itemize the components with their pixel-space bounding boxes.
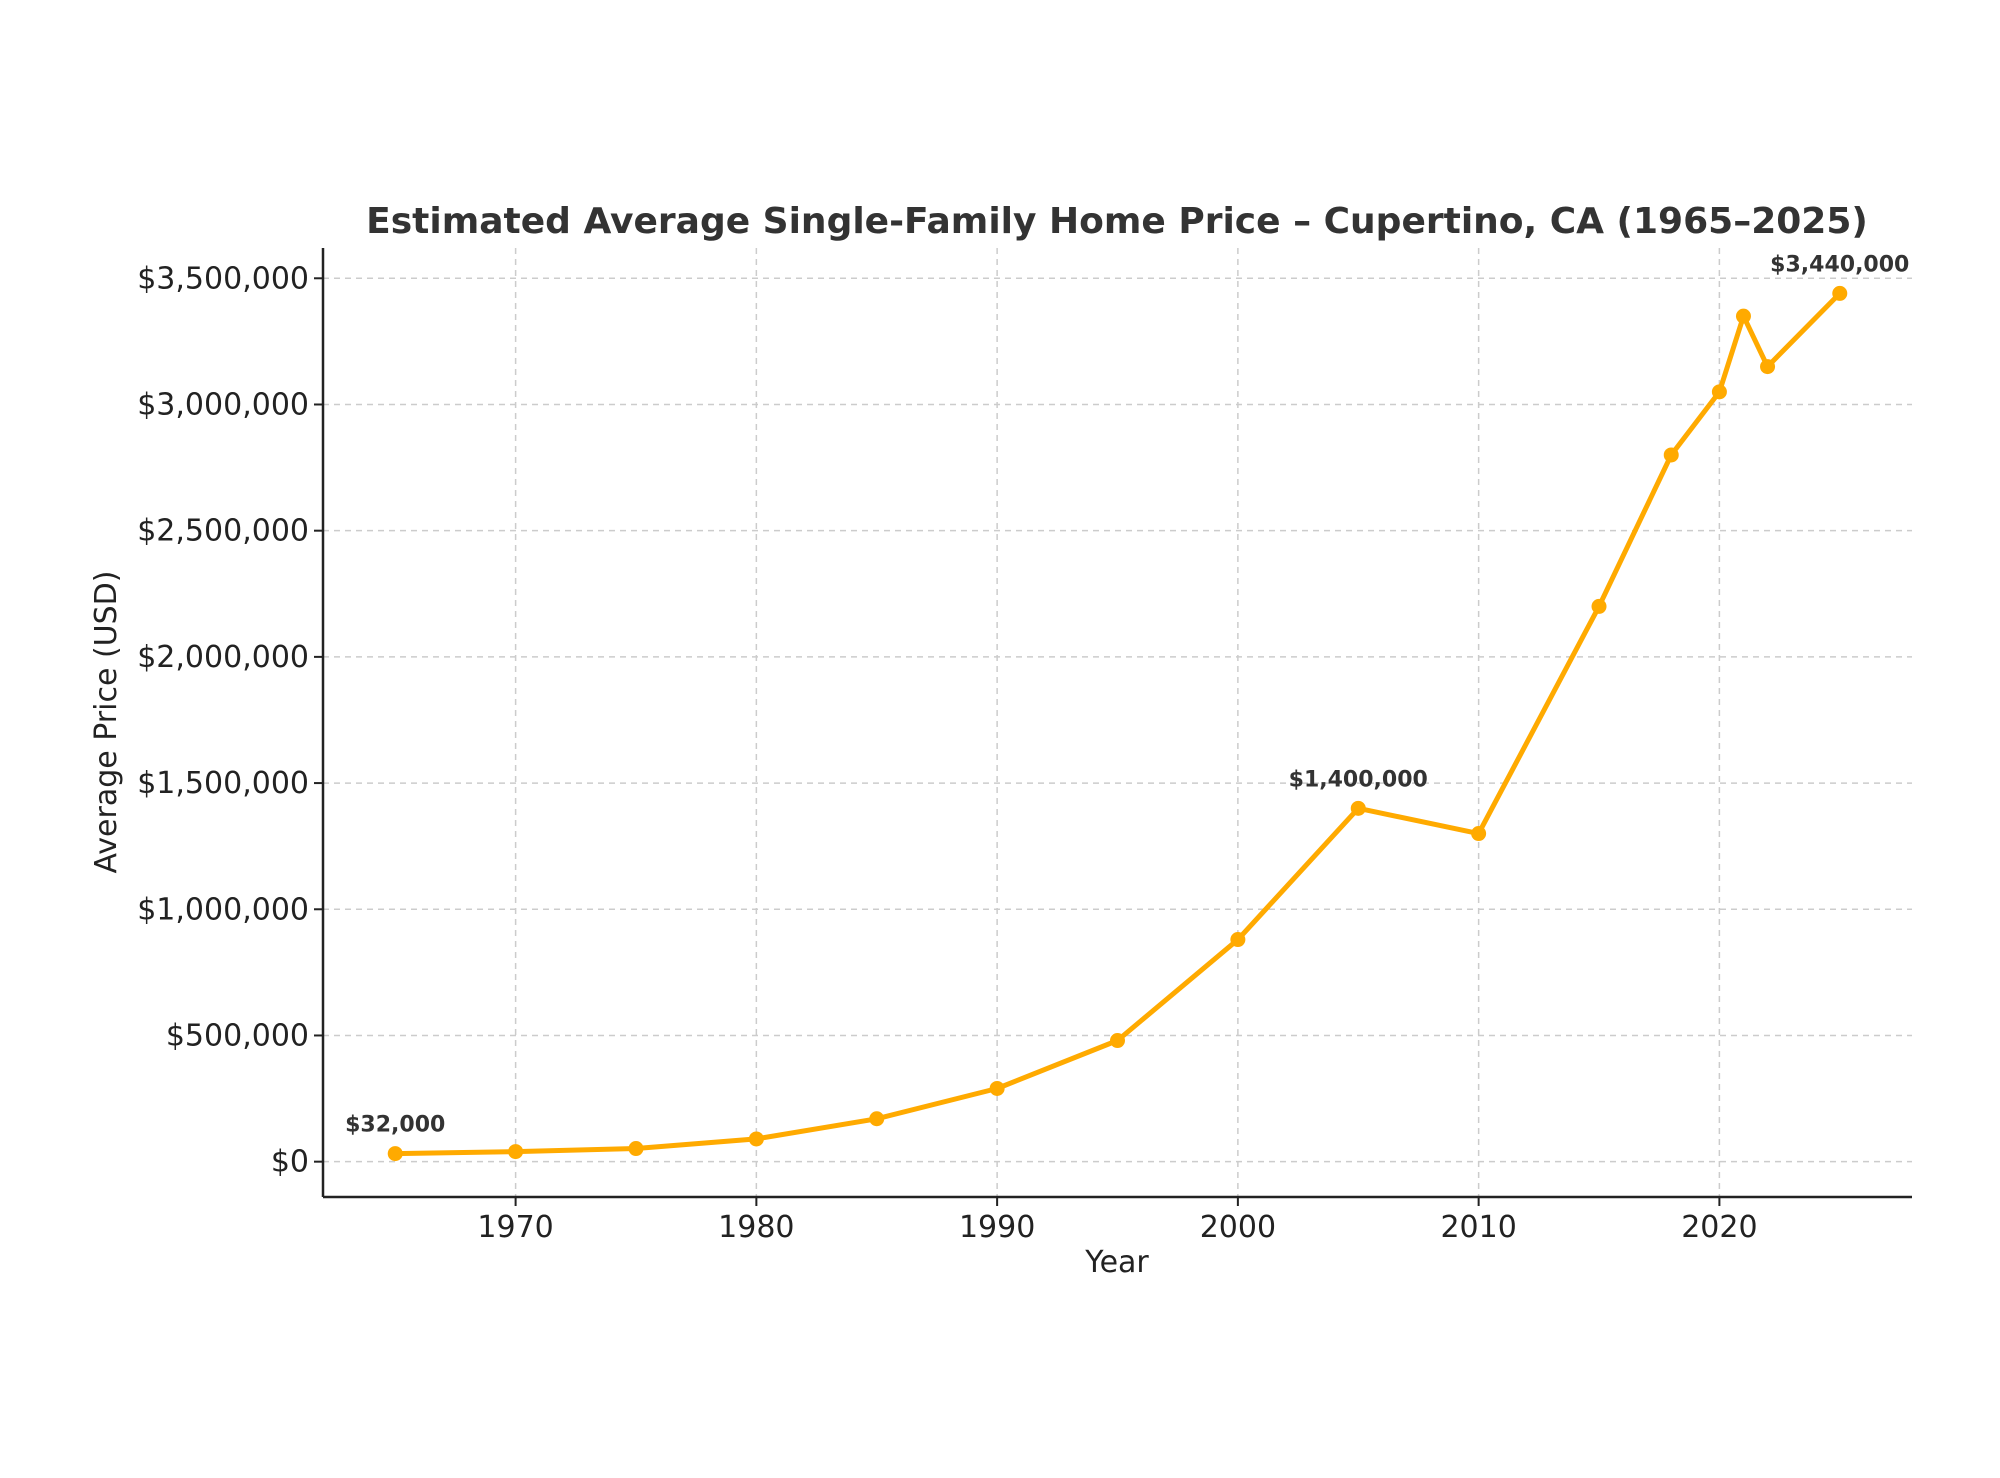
- data-point: [1760, 359, 1776, 375]
- ticks-layer: 1970 1980 1990 2000 2010 2020 $0 $500,000 $1,000…: [137, 261, 1757, 1245]
- x-tick-label: 2000: [1200, 1210, 1276, 1245]
- x-tick-label: 1970: [477, 1210, 553, 1245]
- y-tick-label: $1,500,000: [137, 766, 309, 801]
- chart-title: Estimated Average Single-Family Home Pri…: [366, 201, 1868, 242]
- series-line: [395, 291, 1842, 1157]
- data-point: [1591, 598, 1607, 614]
- y-tick-label: $500,000: [166, 1018, 309, 1053]
- data-label: $32,000: [345, 1113, 445, 1138]
- series-layer: [387, 285, 1848, 1162]
- data-point: [989, 1080, 1005, 1096]
- data-point: [1711, 384, 1727, 400]
- data-point: [1735, 308, 1751, 324]
- data-point: [1832, 285, 1848, 301]
- data-point: [869, 1111, 885, 1127]
- data-point: [508, 1144, 524, 1160]
- y-tick-label: $1,000,000: [137, 892, 309, 927]
- x-tick-label: 2010: [1440, 1210, 1516, 1245]
- data-label: $1,400,000: [1289, 767, 1428, 792]
- axes-layer: [321, 248, 1912, 1199]
- data-point: [1230, 932, 1246, 948]
- y-axis-label: Average Price (USD): [89, 571, 124, 874]
- data-point: [1471, 826, 1487, 842]
- data-point: [628, 1141, 644, 1157]
- x-tick-label: 1980: [718, 1210, 794, 1245]
- x-axis-label: Year: [1084, 1245, 1149, 1280]
- grid-layer: [323, 248, 1912, 1197]
- y-tick-label: $2,500,000: [137, 514, 309, 549]
- y-tick-label: $3,500,000: [137, 261, 309, 296]
- data-point: [1350, 800, 1366, 816]
- data-point: [1663, 447, 1679, 463]
- data-label: $3,440,000: [1770, 252, 1909, 277]
- x-tick-label: 1990: [959, 1210, 1035, 1245]
- y-tick-label: $0: [271, 1145, 309, 1180]
- data-point: [387, 1146, 403, 1162]
- data-point: [1110, 1033, 1125, 1049]
- data-point: [748, 1131, 764, 1147]
- y-tick-label: $2,000,000: [137, 640, 309, 675]
- annotations-layer: $32,000 $1,400,000 $3,440,000: [345, 252, 1909, 1137]
- x-tick-label: 2020: [1681, 1210, 1757, 1245]
- y-tick-label: $3,000,000: [137, 387, 309, 422]
